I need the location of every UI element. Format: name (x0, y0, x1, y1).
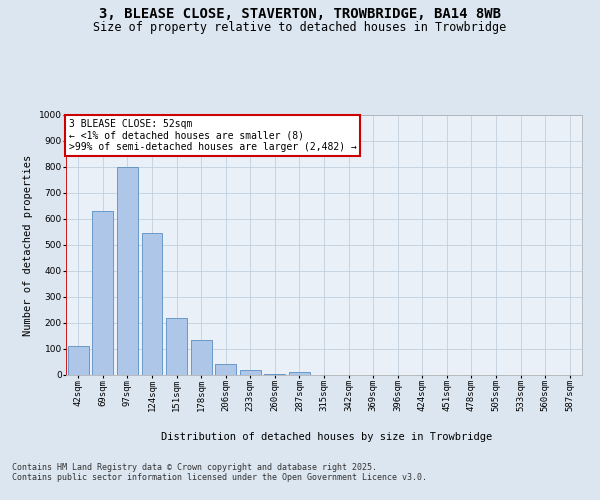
Bar (92, 211, 113, 375)
Text: Contains HM Land Registry data © Crown copyright and database right 2025.
Contai: Contains HM Land Registry data © Crown c… (12, 462, 427, 482)
Bar (166, 318, 187, 375)
Text: 3 BLEASE CLOSE: 52sqm
← <1% of detached houses are smaller (8)
>99% of semi-deta: 3 BLEASE CLOSE: 52sqm ← <1% of detached … (68, 119, 356, 152)
Bar (215, 364, 236, 375)
Bar (117, 167, 138, 375)
Y-axis label: Number of detached properties: Number of detached properties (23, 154, 33, 336)
Text: Size of property relative to detached houses in Trowbridge: Size of property relative to detached ho… (94, 21, 506, 34)
Bar (191, 340, 212, 375)
Text: 3, BLEASE CLOSE, STAVERTON, TROWBRIDGE, BA14 8WB: 3, BLEASE CLOSE, STAVERTON, TROWBRIDGE, … (99, 8, 501, 22)
Bar (289, 372, 310, 375)
Bar (68, 346, 89, 375)
Bar (265, 374, 286, 375)
Bar (240, 370, 261, 375)
Text: Distribution of detached houses by size in Trowbridge: Distribution of detached houses by size … (161, 432, 493, 442)
Bar (142, 234, 163, 375)
